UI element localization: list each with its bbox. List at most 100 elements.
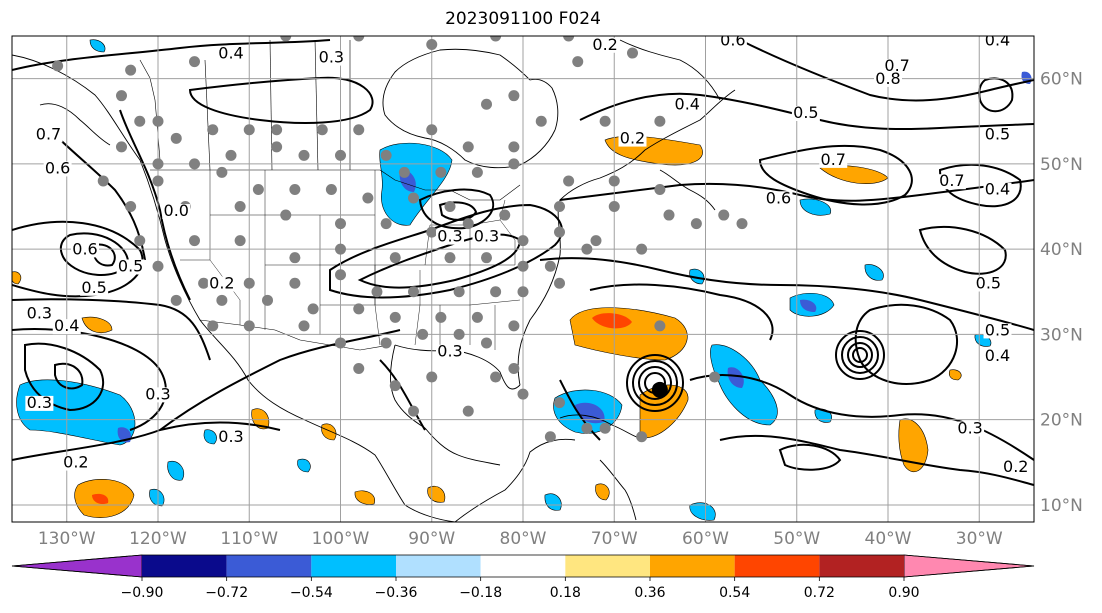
observation-dot (398, 166, 410, 178)
observation-dot (207, 124, 219, 136)
coastlines (12, 39, 736, 522)
observation-dot (417, 328, 429, 340)
observation-dot (389, 252, 401, 264)
observation-dot (298, 149, 310, 161)
observation-dot (353, 363, 365, 375)
observation-dot (380, 218, 392, 230)
observation-dot (608, 175, 620, 187)
contour-label: 0.3 (27, 393, 52, 412)
observation-dot (554, 277, 565, 289)
contour-label-bg (983, 36, 1012, 49)
colorbar-tick-label: 0.36 (634, 585, 665, 601)
observation-dot (271, 141, 283, 153)
contour-label-bg (983, 349, 1012, 364)
observation-dot (690, 218, 702, 230)
contour-label-bg (116, 259, 145, 275)
observation-dot (271, 124, 283, 136)
observation-dot (134, 235, 146, 247)
contour-label-bg (974, 276, 1003, 292)
contour-label-bg (25, 306, 54, 322)
observation-dot (389, 380, 401, 392)
contour-label-bg (217, 46, 245, 62)
contour-label-bg (144, 387, 172, 403)
observation-dot (307, 303, 319, 315)
contour-label-bg (618, 131, 647, 147)
observation-dot (499, 209, 511, 221)
contour-label: 0.5 (81, 278, 106, 297)
contour-label: 0.7 (939, 171, 964, 190)
contour-label: 0.5 (985, 124, 1010, 143)
colorbar-tick-label: 0.72 (804, 585, 835, 601)
observation-dot (97, 175, 109, 187)
map-content: 0.4 0.30.2 0.6 0.40.70.80.4 0.50.50.20.70.7 0… (12, 36, 1034, 522)
contour-label-bg (791, 106, 820, 121)
colorbar (11, 554, 1035, 578)
positive-anomaly-shading (12, 135, 962, 518)
observation-dot (581, 243, 593, 255)
observation-dot (152, 175, 164, 187)
observation-dot (371, 286, 383, 298)
contour-label: 0.3 (957, 418, 982, 437)
observation-dot (426, 371, 438, 383)
observation-dot (654, 183, 666, 195)
observation-dot (444, 252, 456, 264)
observation-dot (289, 183, 301, 195)
contour-label: 0.0 (164, 201, 189, 220)
observation-dot (152, 115, 164, 127)
observation-dot (289, 252, 301, 264)
observation-dot (453, 286, 465, 298)
latitude-labels: 10°N 20°N 30°N 40°N 50°N 60°N (1040, 70, 1083, 516)
colorbar-segment (565, 555, 650, 577)
colorbar-segment (819, 555, 904, 577)
observation-dot (453, 328, 465, 340)
colorbar-segment (226, 555, 312, 577)
contour-label-bg (764, 191, 793, 207)
observation-dot (435, 311, 447, 323)
observation-dot (252, 183, 264, 195)
colorbar-segment (650, 555, 735, 577)
observation-dot (298, 320, 310, 332)
contour-label-bg (52, 319, 81, 335)
observation-dot (490, 286, 502, 298)
contour-label: 0.7 (821, 150, 846, 169)
contour-label-bg (983, 127, 1012, 143)
observation-dot (280, 36, 292, 42)
observation-dot (563, 36, 575, 42)
observation-dot (508, 363, 520, 375)
observation-dot (636, 243, 648, 255)
observation-dot (435, 166, 447, 178)
observation-dot (508, 320, 520, 332)
contour-label: 0.8 (875, 69, 900, 88)
contour-label-bg (673, 97, 702, 113)
contour-label-bg (436, 344, 464, 360)
contour-label-bg (162, 204, 191, 220)
observation-dot (262, 294, 273, 306)
contour-label-bg (937, 174, 966, 190)
observation-dot (517, 235, 529, 247)
observation-dot (362, 192, 374, 204)
observation-dot (353, 36, 365, 42)
observation-dot (508, 90, 520, 102)
contour-label-bg (819, 152, 848, 168)
lon-label: 50°W (773, 529, 820, 549)
contour-label-bg (718, 36, 747, 49)
lat-label: 10°N (1040, 496, 1083, 516)
observation-dot (590, 235, 602, 247)
lat-label: 50°N (1040, 155, 1083, 175)
observation-dot (52, 60, 64, 72)
observation-dot (380, 149, 392, 161)
contour-label: 0.3 (474, 227, 499, 246)
figure-title: 2023091100 F024 (445, 9, 601, 29)
observation-dot (234, 201, 246, 213)
observation-dot (654, 115, 666, 127)
observation-dot (736, 218, 748, 230)
storm-contour-rings (626, 330, 885, 412)
observation-dot (335, 243, 346, 255)
lon-label: 120°W (129, 529, 187, 549)
gridlines (12, 36, 1034, 522)
contour-label-bg (874, 71, 902, 87)
observation-dot (490, 371, 502, 383)
colorbar-tick-label: −0.36 (375, 585, 418, 601)
contour-label: 0.4 (675, 94, 700, 113)
